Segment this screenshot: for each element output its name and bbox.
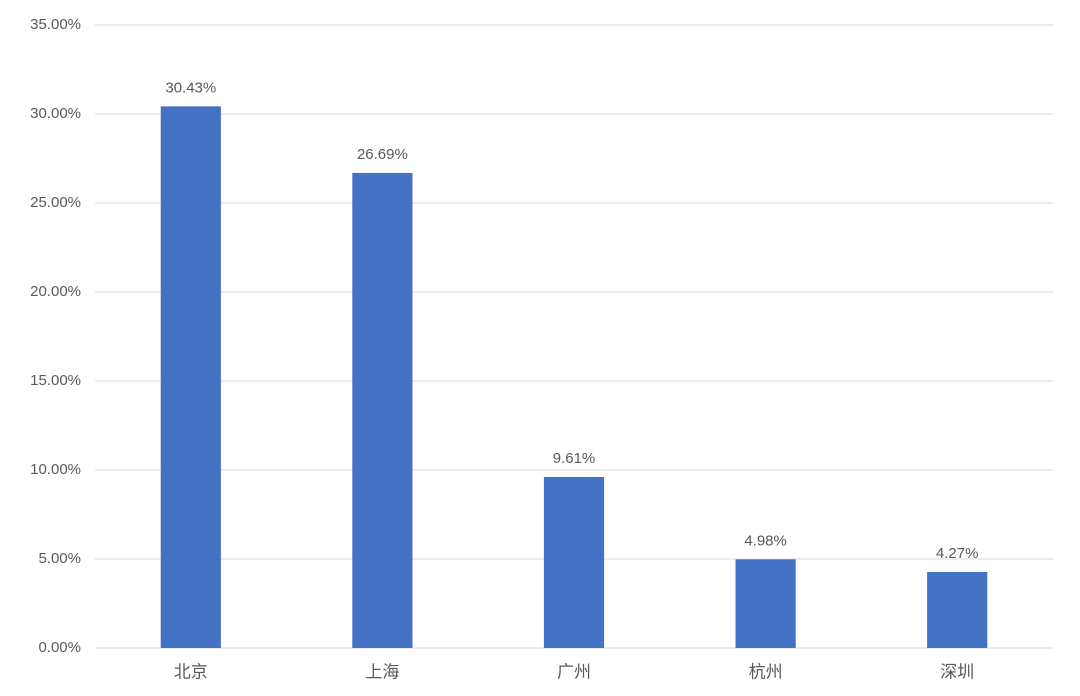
- x-tick-label: 北京: [174, 662, 208, 681]
- y-tick-label: 0.00%: [38, 639, 81, 656]
- bar: [160, 106, 221, 648]
- bar: [352, 172, 413, 648]
- y-tick-label: 15.00%: [30, 372, 81, 389]
- y-tick-label: 25.00%: [30, 194, 81, 211]
- y-tick-label: 20.00%: [30, 283, 81, 300]
- x-tick-label: 深圳: [940, 662, 974, 681]
- data-label: 30.43%: [165, 79, 216, 96]
- data-label: 9.61%: [553, 450, 596, 467]
- data-label: 4.98%: [744, 532, 787, 549]
- x-tick-label: 杭州: [749, 662, 783, 681]
- bar: [543, 476, 605, 648]
- data-label: 4.27%: [936, 545, 979, 562]
- y-tick-label: 5.00%: [38, 550, 81, 567]
- data-label: 26.69%: [357, 146, 408, 163]
- x-tick-label: 上海: [365, 662, 399, 681]
- x-tick-label: 广州: [557, 662, 591, 681]
- bar: [927, 571, 988, 648]
- y-tick-label: 30.00%: [30, 105, 81, 122]
- y-tick-label: 35.00%: [30, 16, 81, 33]
- y-tick-label: 10.00%: [30, 461, 81, 478]
- bar: [735, 559, 796, 648]
